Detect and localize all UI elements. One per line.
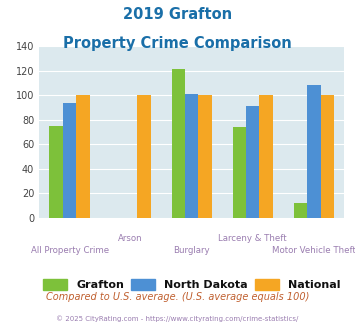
- Text: Arson: Arson: [118, 235, 143, 244]
- Text: Larceny & Theft: Larceny & Theft: [218, 235, 287, 244]
- Bar: [63, 103, 76, 218]
- Bar: [246, 106, 260, 218]
- Bar: [185, 94, 198, 218]
- Bar: [294, 203, 307, 218]
- Bar: [76, 95, 90, 218]
- Bar: [137, 95, 151, 218]
- Bar: [171, 70, 185, 218]
- Bar: [307, 85, 321, 218]
- Text: Motor Vehicle Theft: Motor Vehicle Theft: [272, 246, 355, 254]
- Text: Burglary: Burglary: [173, 246, 210, 254]
- Text: Property Crime Comparison: Property Crime Comparison: [63, 36, 292, 51]
- Bar: [198, 95, 212, 218]
- Text: All Property Crime: All Property Crime: [31, 246, 109, 254]
- Bar: [49, 126, 63, 218]
- Bar: [233, 127, 246, 218]
- Text: 2019 Grafton: 2019 Grafton: [123, 7, 232, 21]
- Text: Compared to U.S. average. (U.S. average equals 100): Compared to U.S. average. (U.S. average …: [46, 292, 309, 302]
- Legend: Grafton, North Dakota, National: Grafton, North Dakota, National: [39, 275, 345, 295]
- Bar: [260, 95, 273, 218]
- Text: © 2025 CityRating.com - https://www.cityrating.com/crime-statistics/: © 2025 CityRating.com - https://www.city…: [56, 315, 299, 322]
- Bar: [321, 95, 334, 218]
